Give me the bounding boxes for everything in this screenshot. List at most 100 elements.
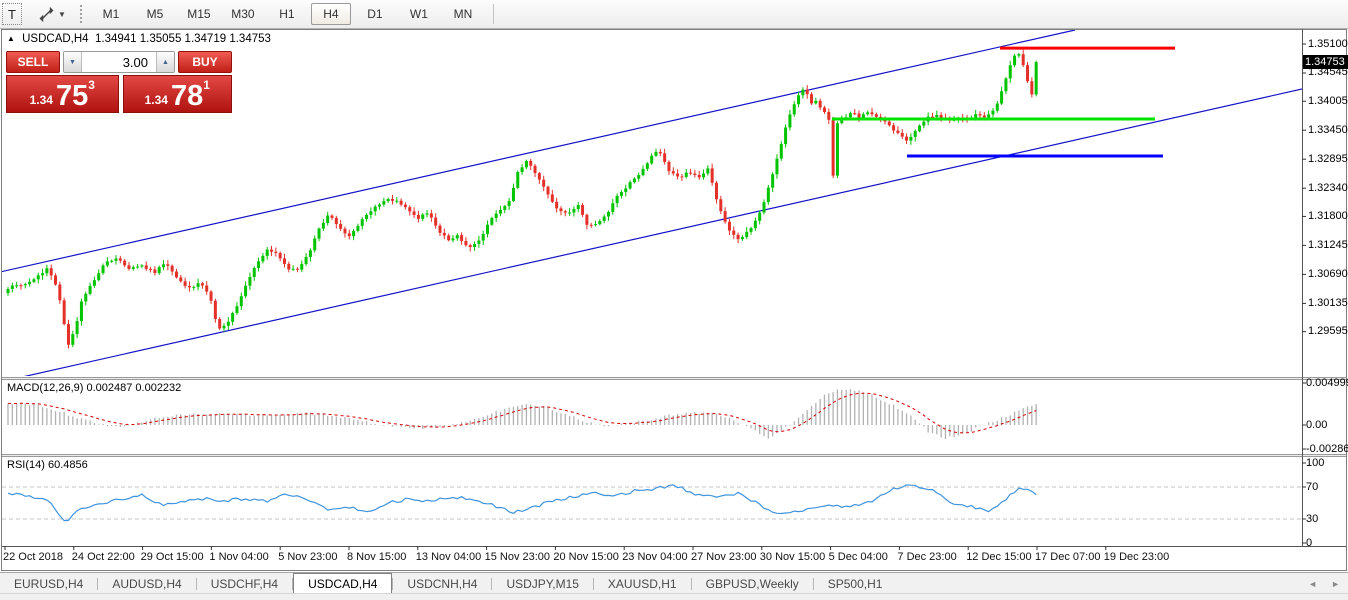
chart-tab-xauusd-h1[interactable]: XAUUSD,H1 [607,576,677,591]
volume-stepper: ▼ 3.00 ▲ [63,51,175,73]
time-axis-label: 13 Nov 04:00 [415,551,482,563]
ohlc-open: 1.34941 [94,33,137,45]
chart-tab-usdcad-h4[interactable]: USDCAD,H4 [293,573,393,594]
timeframe-button-m1[interactable]: M1 [102,7,120,21]
channel-lower-line [23,88,1302,376]
one-click-trading-panel: SELL ▼ 3.00 ▲ BUY 1.34 75 3 1.34 78 1 [6,51,232,113]
sell-button[interactable]: SELL [6,51,60,73]
macd-axis-label: 0.004999 [1306,376,1348,389]
tab-separator [97,577,99,590]
tab-separator [491,577,493,590]
timeframe-button-w1[interactable]: W1 [409,7,428,21]
candles-layer [6,49,1038,349]
chart-tab-sp500-h1[interactable]: SP500,H1 [827,576,883,591]
status-bar [0,593,1348,600]
timeframe-bar: M1 M5 M15 M30 H1 H4 D1 W1 MN [91,3,483,25]
volume-decrease-button[interactable]: ▼ [64,52,82,72]
chart-tab-usdjpy-m15[interactable]: USDJPY,M15 [506,576,579,591]
time-axis-label: 7 Dec 23:00 [897,551,957,563]
time-axis-label: 22 Oct 2018 [3,551,63,563]
toolbar: T ▼ M1 M5 M15 M30 H1 H4 D1 W1 MN [0,0,1348,29]
macd-signal-line [7,392,1037,434]
macd-layer [7,389,1037,439]
rsi-axis-label: 0 [1306,536,1313,549]
time-axis-label: 20 Nov 15:00 [553,551,619,563]
timeframe-button-mn[interactable]: MN [453,7,473,21]
chart-tab-usdchf-h4[interactable]: USDCHF,H4 [210,576,279,591]
timeframe-button-d1[interactable]: D1 [367,7,383,21]
time-axis-label: 27 Nov 23:00 [691,551,757,563]
price-axis-label: 1.30135 [1308,296,1348,309]
price-axis-label: 1.34545 [1308,66,1348,79]
trend-channel[interactable] [0,30,1302,382]
rsi-axis-label: 30 [1306,512,1319,525]
tab-separator [812,577,814,590]
price-axis-label: 1.32895 [1308,152,1348,165]
collapse-arrow-icon[interactable]: ▲ [7,34,15,43]
timeframe-button-h1[interactable]: H1 [279,7,295,21]
macd-label: MACD(12,26,9) 0.002487 0.002232 [7,382,182,394]
timeframe-button-h4[interactable]: H4 [310,3,351,25]
time-axis-label: 15 Nov 23:00 [484,551,551,563]
buy-price-box[interactable]: 1.34 78 1 [122,75,232,113]
time-axis-label: 12 Dec 15:00 [966,551,1032,563]
price-axis-label: 1.29595 [1308,325,1348,338]
rsi-layer [2,484,1302,522]
price-axis-label: 1.31800 [1308,209,1348,222]
chart-tab-usdcnh-h4[interactable]: USDCNH,H4 [407,576,478,591]
price-axis-label: 1.32340 [1308,181,1348,194]
crosshair-icon [39,6,54,22]
timeframe-button-m30[interactable]: M30 [231,7,255,21]
crosshair-tool-button[interactable]: ▼ [36,5,69,24]
price-axis-label: 1.33450 [1308,123,1348,136]
chart-tab-audusd-h4[interactable]: AUDUSD,H4 [112,576,182,591]
chart-header: ▲ USDCAD,H4 1.34941 1.35055 1.34719 1.34… [7,33,271,45]
rsi-axis-label: 100 [1306,456,1325,469]
rsi-label: RSI(14) 60.4856 [7,459,88,471]
sell-price-prefix: 1.34 [29,93,53,107]
time-axis-label: 24 Oct 22:00 [71,551,135,563]
sell-price-pips: 75 [55,80,89,112]
macd-axis-label: -0.00286 [1306,442,1348,455]
price-axis-label: 1.31245 [1308,238,1348,251]
tab-separator [292,577,294,590]
text-tool-button[interactable]: T [2,3,22,25]
ohlc-low: 1.34719 [184,33,227,45]
channel-upper-line [2,30,1076,273]
buy-button[interactable]: BUY [178,51,232,73]
buy-price-prefix: 1.34 [144,93,168,107]
buy-price-pips: 78 [170,80,204,112]
time-axis-label: 5 Dec 04:00 [828,551,888,563]
volume-increase-button[interactable]: ▲ [156,52,174,72]
toolbar-separator [492,4,494,24]
time-axis-label: 30 Nov 15:00 [759,551,826,563]
macd-axis-label: 0.00 [1306,418,1328,431]
timeframe-button-m5[interactable]: M5 [146,7,164,21]
chart-tab-bar: EURUSD,H4 AUDUSD,H4 USDCHF,H4 USDCAD,H4 USDC… [0,572,1348,594]
rsi-line [7,484,1037,522]
tab-scroll-left-icon[interactable]: ◄ [1308,578,1318,589]
current-price-tag: 1.34753 [1303,55,1348,70]
time-axis-label: 1 Nov 04:00 [209,551,269,563]
chart-tab-gbpusd-weekly[interactable]: GBPUSD,Weekly [705,576,799,591]
symbol-title: USDCAD,H4 [22,33,89,45]
toolbar-grip[interactable] [78,4,83,24]
tab-separator [392,577,394,590]
price-axis-label: 1.30690 [1308,267,1348,280]
tab-scroll-arrows: ◄ ► [1308,573,1348,594]
time-axis-label: 8 Nov 15:00 [347,551,407,563]
buy-price-point: 1 [203,78,210,92]
tab-scroll-right-icon[interactable]: ► [1331,578,1340,589]
volume-value[interactable]: 3.00 [122,54,148,70]
chevron-down-icon: ▼ [58,9,66,19]
time-axis-label: 23 Nov 04:00 [622,551,688,563]
time-axis-label: 19 Dec 23:00 [1103,551,1170,563]
rsi-axis-label: 70 [1306,480,1319,493]
sell-price-box[interactable]: 1.34 75 3 [6,75,119,113]
chart-tab-eurusd-h4[interactable]: EURUSD,H4 [14,576,84,591]
timeframe-button-m15[interactable]: M15 [187,7,211,21]
ohlc-close: 1.34753 [229,33,271,45]
time-axis-label: 29 Oct 15:00 [140,551,204,563]
